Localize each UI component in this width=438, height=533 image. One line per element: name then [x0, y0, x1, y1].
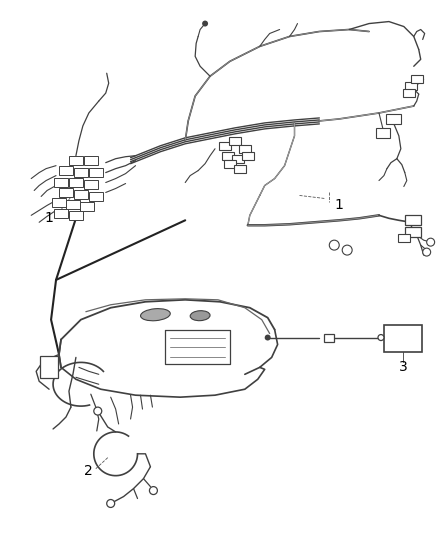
Bar — [229, 137, 241, 145]
Bar — [324, 334, 334, 342]
Bar — [89, 192, 103, 201]
Bar — [54, 209, 68, 218]
Bar — [69, 156, 83, 165]
Bar — [405, 227, 421, 237]
Bar — [384, 325, 422, 352]
Bar — [59, 188, 73, 197]
Bar — [390, 329, 400, 336]
Circle shape — [265, 335, 271, 341]
Bar — [84, 156, 98, 165]
Bar — [403, 89, 415, 97]
Bar — [84, 180, 98, 189]
Bar — [404, 329, 414, 336]
Bar — [411, 75, 423, 83]
Bar — [232, 155, 244, 163]
Bar — [54, 178, 68, 187]
Circle shape — [342, 245, 352, 255]
Text: 1: 1 — [335, 198, 344, 212]
Ellipse shape — [190, 311, 210, 321]
Bar — [404, 341, 414, 349]
Circle shape — [427, 238, 434, 246]
Bar — [405, 82, 417, 90]
Bar — [74, 190, 88, 199]
Circle shape — [202, 21, 208, 27]
Bar — [375, 128, 390, 138]
Bar — [69, 211, 83, 220]
Bar — [74, 168, 88, 177]
Circle shape — [378, 335, 384, 341]
Bar — [390, 341, 400, 349]
Bar — [224, 160, 236, 168]
Bar — [80, 202, 94, 211]
Circle shape — [423, 248, 431, 256]
Text: 1: 1 — [45, 211, 53, 225]
Bar — [59, 166, 73, 175]
Circle shape — [94, 407, 102, 415]
Bar — [89, 168, 103, 177]
Circle shape — [149, 487, 157, 495]
Bar — [40, 357, 58, 378]
Bar — [398, 234, 410, 242]
Ellipse shape — [141, 309, 170, 321]
Text: 3: 3 — [399, 360, 407, 374]
Bar — [52, 198, 66, 207]
Bar — [239, 145, 251, 153]
Bar — [386, 114, 401, 124]
Bar — [222, 152, 234, 160]
Circle shape — [329, 240, 339, 250]
Circle shape — [107, 499, 115, 507]
Bar — [219, 142, 231, 150]
Bar — [66, 200, 80, 209]
Bar — [405, 215, 421, 225]
Bar — [234, 165, 246, 173]
Text: 2: 2 — [85, 464, 93, 478]
Bar — [242, 152, 254, 160]
Bar — [69, 178, 83, 187]
